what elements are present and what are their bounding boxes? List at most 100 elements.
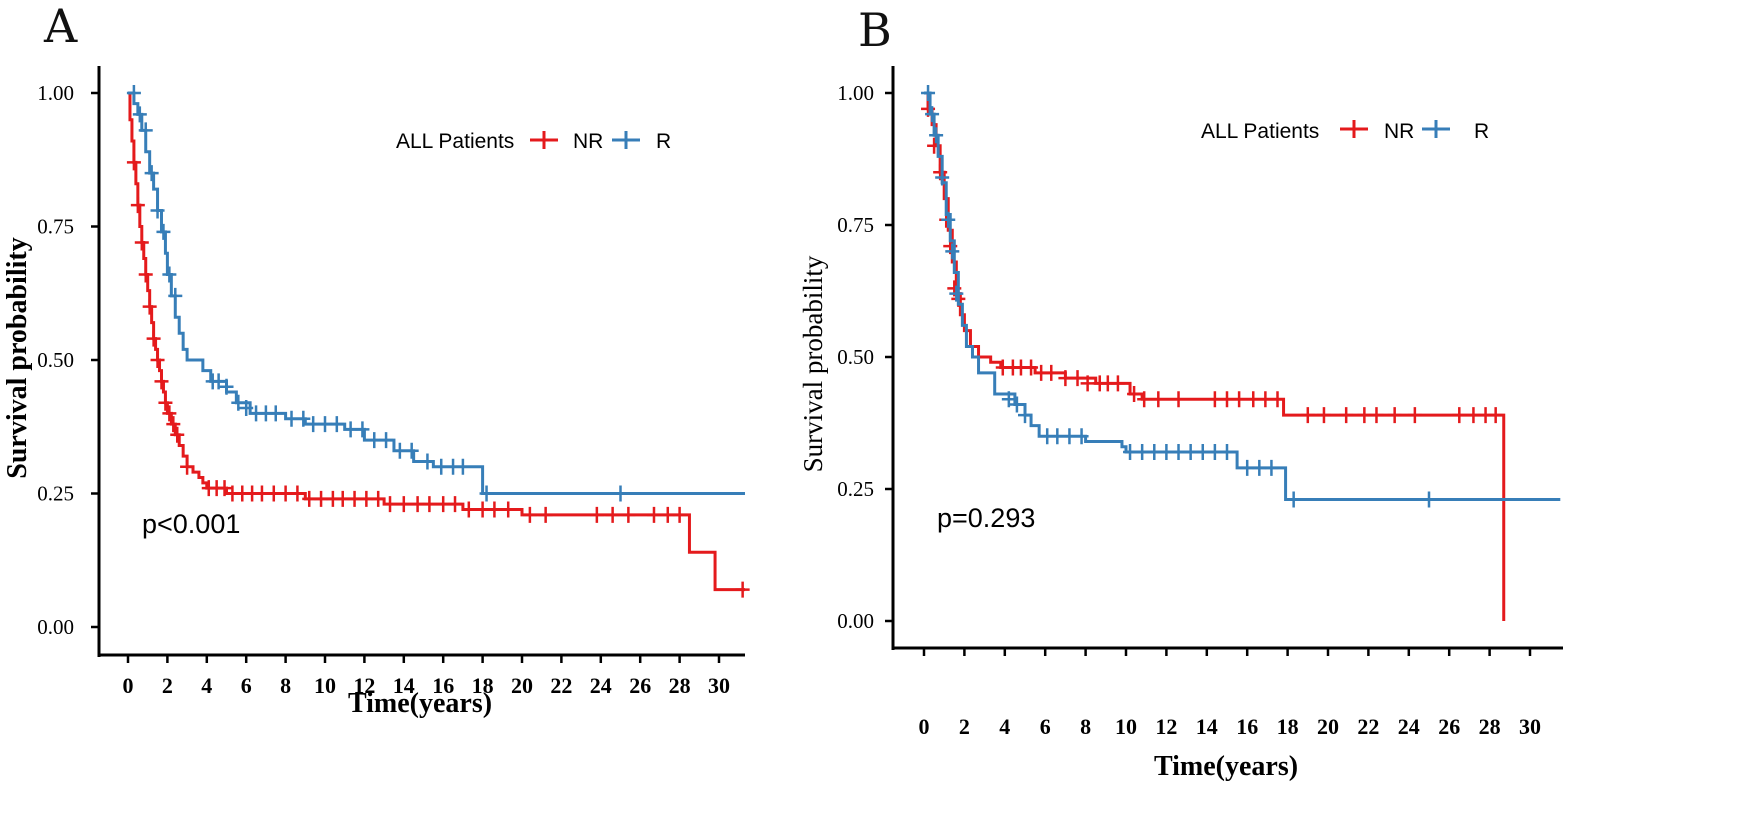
panel-b-x-tick-label: 8 bbox=[1080, 714, 1091, 739]
panel-b-censor-mark-r bbox=[949, 285, 964, 302]
panel-a-x-tick-label: 16 bbox=[432, 673, 454, 698]
panel-b-censor-mark-nr bbox=[1151, 391, 1166, 408]
panel-a-legend-title: ALL Patients bbox=[396, 130, 514, 153]
panel-b-x-tick-label: 26 bbox=[1438, 714, 1460, 739]
panel-a-censor-mark-nr bbox=[660, 506, 675, 523]
panel-a-x-tick-label: 12 bbox=[353, 673, 375, 698]
panel-b-x-tick-label: 14 bbox=[1196, 714, 1218, 739]
panel-a-censor-mark-r bbox=[132, 106, 147, 123]
panel-a-censor-mark-nr bbox=[278, 485, 293, 502]
panel-b-x-tick-label: 0 bbox=[919, 714, 930, 739]
panel-b-censor-mark-nr bbox=[1407, 407, 1422, 424]
panel-b-x-tick-label: 16 bbox=[1236, 714, 1258, 739]
panel-a-censor-mark-nr bbox=[142, 298, 157, 315]
panel-b-censor-mark-nr bbox=[1058, 370, 1073, 387]
panel-b-censor-mark-nr bbox=[1110, 375, 1125, 392]
panel-b-censor-mark-r bbox=[1147, 444, 1162, 461]
panel-a-censor-mark-nr bbox=[371, 490, 386, 507]
panel-a-censor-mark-r bbox=[355, 421, 370, 438]
panel-a-censor-mark-nr bbox=[475, 501, 490, 518]
panel-a-x-tick-label: 30 bbox=[708, 673, 730, 698]
panel-b-censor-mark-r bbox=[1286, 491, 1301, 508]
panel-a-legend-key-nr bbox=[530, 131, 558, 149]
panel-b-x-tick-label: 22 bbox=[1357, 714, 1379, 739]
panel-b-x-tick-label: 4 bbox=[999, 714, 1010, 739]
panel-a-censor-mark-nr bbox=[290, 485, 305, 502]
panel-b-y-axis-title: Survival probability bbox=[798, 255, 828, 472]
panel-a-x-tick-label: 24 bbox=[590, 673, 612, 698]
panel-a-censor-mark-nr bbox=[347, 490, 362, 507]
panel-label-a: A bbox=[43, 0, 78, 53]
panel-a-censor-mark-r bbox=[156, 223, 171, 240]
panel-a-legend-key-r bbox=[612, 131, 640, 149]
panel-a-censor-mark-r bbox=[479, 485, 494, 502]
panel-b-censor-mark-r bbox=[921, 85, 936, 101]
panel-a-y-tick-label: 0.25 bbox=[37, 482, 74, 506]
panel-a-censor-mark-nr bbox=[461, 501, 476, 518]
panel-b-x-tick-label: 18 bbox=[1277, 714, 1299, 739]
panel-b-censor-mark-r bbox=[1159, 444, 1174, 461]
panel-a-x-tick-label: 4 bbox=[201, 673, 212, 698]
panel-b-censor-mark-r bbox=[1001, 391, 1016, 408]
panel-a-censor-mark-nr bbox=[266, 485, 281, 502]
panel-b-censor-mark-r bbox=[1252, 459, 1267, 476]
panel-a-censor-mark-nr bbox=[126, 154, 141, 171]
panel-b-censor-mark-r bbox=[1422, 491, 1436, 508]
panel-a-censor-mark-r bbox=[296, 410, 311, 427]
panel-b-x-tick-label: 10 bbox=[1115, 714, 1137, 739]
panel-a-censor-mark-nr bbox=[150, 352, 165, 368]
panel-a-censor-mark-nr bbox=[170, 426, 185, 443]
panel-a-legend-label-nr: NR bbox=[573, 130, 603, 153]
panel-a-censor-mark-r bbox=[420, 453, 435, 470]
panel-a-censor-mark-nr bbox=[154, 373, 169, 390]
panel-b-x-tick-label: 20 bbox=[1317, 714, 1339, 739]
panel-a-censor-mark-r bbox=[613, 485, 628, 502]
panel-b-x-ticks: 0 2 4 6 8 10 12 14 16 18 20 22 24 26 28 30 bbox=[919, 648, 1541, 739]
panel-a-censor-mark-nr bbox=[501, 501, 516, 518]
panel-b-censor-mark-nr bbox=[1258, 391, 1273, 408]
panel-a-censor-mark-nr bbox=[302, 490, 317, 507]
panel-b-y-tick-label: 0.75 bbox=[837, 213, 874, 237]
panel-a: A 0.000.250.500.751.00 0 2 4 6 8 10 12 14 16 18 20… bbox=[2, 0, 750, 719]
panel-b-censor-mark-nr bbox=[1357, 407, 1372, 424]
panel-a-censor-mark-nr bbox=[359, 490, 374, 507]
panel-b-censor-mark-nr bbox=[1488, 407, 1503, 424]
panel-a-legend-label-r: R bbox=[656, 130, 671, 153]
panel-a-censor-mark-nr bbox=[217, 480, 232, 497]
panel-b-censor-mark-r bbox=[935, 169, 950, 186]
panel-b: B 0.000.250.500.751.00 0 2 4 6 8 10 12 14 16 18 20… bbox=[798, 3, 1563, 782]
panel-b-censor-mark-nr bbox=[1044, 364, 1059, 381]
panel-a-censor-mark-r bbox=[211, 373, 226, 390]
panel-b-censor-mark-r bbox=[1123, 444, 1138, 461]
panel-b-x-tick-label: 2 bbox=[959, 714, 970, 739]
panel-b-censor-mark-r bbox=[1018, 407, 1032, 424]
panel-a-censor-mark-nr bbox=[130, 197, 145, 214]
panel-a-censor-mark-nr bbox=[162, 405, 177, 422]
panel-a-censor-mark-nr bbox=[672, 506, 687, 523]
panel-a-censor-mark-r bbox=[367, 432, 382, 449]
panel-b-censor-mark-nr bbox=[1127, 385, 1142, 402]
panel-b-y-ticks: 0.00 0.25 0.50 0.75 1.00 bbox=[837, 81, 893, 633]
panel-b-censor-mark-r bbox=[1183, 444, 1198, 461]
panel-b-censor-mark-r bbox=[941, 211, 956, 228]
panel-a-censor-mark-nr bbox=[254, 485, 269, 502]
panel-b-censor-mark-nr bbox=[1300, 407, 1315, 424]
panel-a-x-tick-label: 28 bbox=[669, 673, 691, 698]
panel-b-censor-mark-nr bbox=[1080, 375, 1095, 392]
panel-b-censor-mark-r bbox=[1074, 428, 1089, 445]
panel-a-x-tick-label: 2 bbox=[162, 673, 173, 698]
panel-a-censor-mark-nr bbox=[383, 496, 398, 513]
panel-b-censor-mark-nr bbox=[1232, 391, 1247, 408]
panel-a-censor-mark-nr bbox=[436, 496, 451, 513]
panel-b-censor-mark-nr bbox=[1339, 407, 1354, 424]
panel-a-y-tick-label: 0.00 bbox=[37, 615, 74, 639]
panel-b-censor-mark-r bbox=[1240, 459, 1255, 476]
panel-b-censor-mark-r bbox=[1171, 444, 1186, 461]
panel-a-x-tick-label: 0 bbox=[123, 673, 134, 698]
panel-b-legend-title: ALL Patients bbox=[1201, 120, 1319, 143]
panel-b-censor-mark-nr bbox=[1387, 407, 1402, 424]
panel-b-x-tick-label: 12 bbox=[1155, 714, 1177, 739]
panel-b-legend-key-nr bbox=[1340, 120, 1368, 138]
panel-a-censor-mark-nr bbox=[138, 266, 153, 283]
panel-a-censor-mark-nr bbox=[605, 506, 620, 523]
